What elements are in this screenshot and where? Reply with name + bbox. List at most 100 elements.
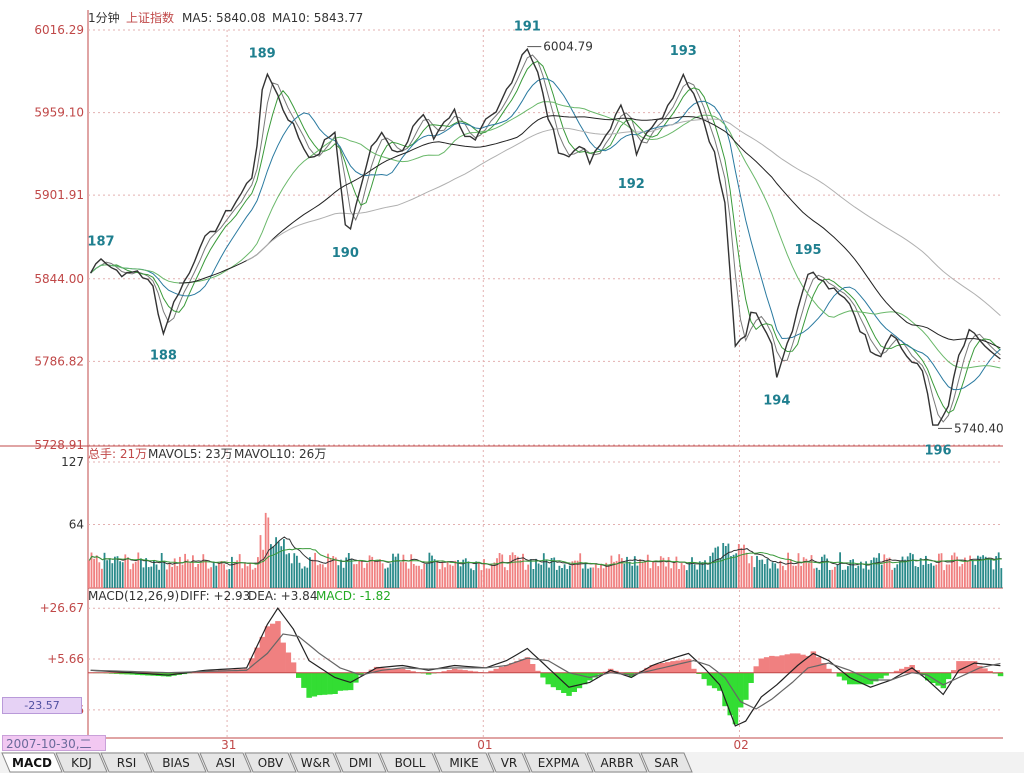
volume-bar [360, 560, 363, 588]
volume-bar [207, 568, 210, 588]
macd-histogram-bar [685, 659, 692, 673]
volume-bar [688, 562, 691, 588]
volume-bar [657, 566, 660, 588]
volume-bar [886, 558, 888, 588]
volume-bar [899, 561, 901, 588]
volume-bar [724, 546, 727, 588]
volume-bar [563, 564, 566, 588]
volume-bar [951, 555, 953, 588]
volume-bar [389, 563, 392, 588]
volume-bar [371, 556, 374, 588]
tab-sar[interactable]: SAR [640, 752, 693, 773]
volume-bar [381, 563, 384, 588]
tab-boll[interactable]: BOLL [379, 752, 441, 773]
volume-bar [774, 563, 777, 588]
volume-bar [891, 569, 893, 588]
tab-rsi[interactable]: RSI [100, 752, 153, 773]
date-tick-label: 01 [477, 738, 492, 752]
tab-macd[interactable]: MACD [1, 752, 63, 773]
volume-bar [745, 552, 748, 588]
tab-mike[interactable]: MIKE [433, 752, 495, 773]
volume-bar [218, 563, 220, 588]
macd-histogram-bar [945, 672, 952, 680]
macd-histogram-bar [441, 671, 447, 673]
macd-histogram-bar [285, 652, 292, 673]
volume-bar [571, 561, 574, 588]
macd-histogram-bar [592, 672, 598, 678]
volume-bar [912, 554, 914, 588]
wave-label-196: 196 [924, 443, 951, 458]
volume-bar [561, 568, 563, 588]
volume-bar [303, 566, 306, 588]
macd-histogram-bar [358, 672, 364, 675]
tab-arbr[interactable]: ARBR [586, 752, 648, 773]
macd-histogram-bar [602, 671, 609, 673]
macd-histogram-bar [982, 668, 988, 673]
macd-histogram-bar [956, 661, 962, 673]
macd-histogram-bar [711, 672, 718, 689]
tab-obv[interactable]: OBV [244, 752, 297, 773]
volume-bar [753, 567, 756, 588]
volume-bar [865, 561, 867, 588]
volume-bar [472, 570, 475, 588]
volume-bar [808, 563, 810, 588]
volume-bar [220, 561, 223, 588]
macd-histogram-bar [337, 672, 343, 691]
volume-bar [116, 556, 119, 588]
macd-histogram-bar [789, 653, 796, 673]
volume-bar [457, 560, 459, 588]
tab-bias[interactable]: BIAS [145, 752, 207, 773]
macd-histogram-bar [550, 672, 557, 688]
macd-histogram-bar [925, 672, 931, 681]
volume-bar [238, 554, 241, 588]
volume-bar [748, 563, 751, 588]
volume-bar [631, 565, 634, 588]
tab-dmi[interactable]: DMI [334, 752, 387, 773]
macd-histogram-bar [784, 654, 791, 673]
ma-short-line [90, 54, 1001, 423]
macd-histogram-bar [654, 664, 661, 673]
volume-bar [428, 552, 431, 588]
wave-label-194: 194 [763, 393, 790, 408]
volume-bar [652, 561, 654, 588]
tab-kdj[interactable]: KDJ [55, 752, 108, 773]
volume-bar [399, 562, 402, 588]
volume-bar [493, 562, 496, 588]
mavol5-label: MAVOL5: 23万 [148, 447, 233, 461]
volume-bar [649, 568, 652, 588]
volume-bar [743, 544, 745, 588]
tab-vr[interactable]: VR [487, 752, 531, 773]
grid-layer: 6016.29 5959.10 5901.91 5844.00 5786.82 5728.… [0, 10, 1003, 752]
tab-shape [433, 752, 495, 773]
volume-bar [646, 554, 649, 588]
macd-histogram-bar [134, 672, 141, 675]
tab-asi[interactable]: ASI [199, 752, 252, 773]
macd-histogram-bar [327, 672, 333, 695]
macd-histogram-bar [862, 672, 869, 685]
volume-bar [597, 568, 600, 588]
volume-bar [672, 562, 675, 588]
volume-bar [186, 559, 189, 588]
volume-bar [878, 553, 880, 588]
volume-bar [969, 555, 971, 588]
volume-bar [111, 563, 114, 588]
ma-longest-line [246, 118, 1001, 316]
volume-bar [142, 567, 145, 588]
macd-histogram-bar [587, 672, 593, 681]
volume-bar [966, 560, 969, 588]
volume-bar [345, 557, 348, 588]
tab-expma[interactable]: EXPMA [523, 752, 594, 773]
volume-bar [927, 564, 930, 588]
volume-bar [693, 564, 696, 588]
tab-label: ARBR [600, 756, 633, 770]
macd-histogram-bar [873, 672, 879, 682]
tab-shape [523, 752, 594, 773]
ma10-label: MA10: 5843.77 [272, 11, 363, 25]
macd-histogram-bar [763, 657, 770, 673]
volume-bar [298, 562, 301, 588]
macd-histogram-bar [503, 665, 510, 673]
volume-bar [628, 561, 631, 588]
macd-diff-line [90, 607, 1001, 727]
tab-wr[interactable]: W&R [289, 752, 342, 773]
volume-bar [615, 560, 618, 588]
